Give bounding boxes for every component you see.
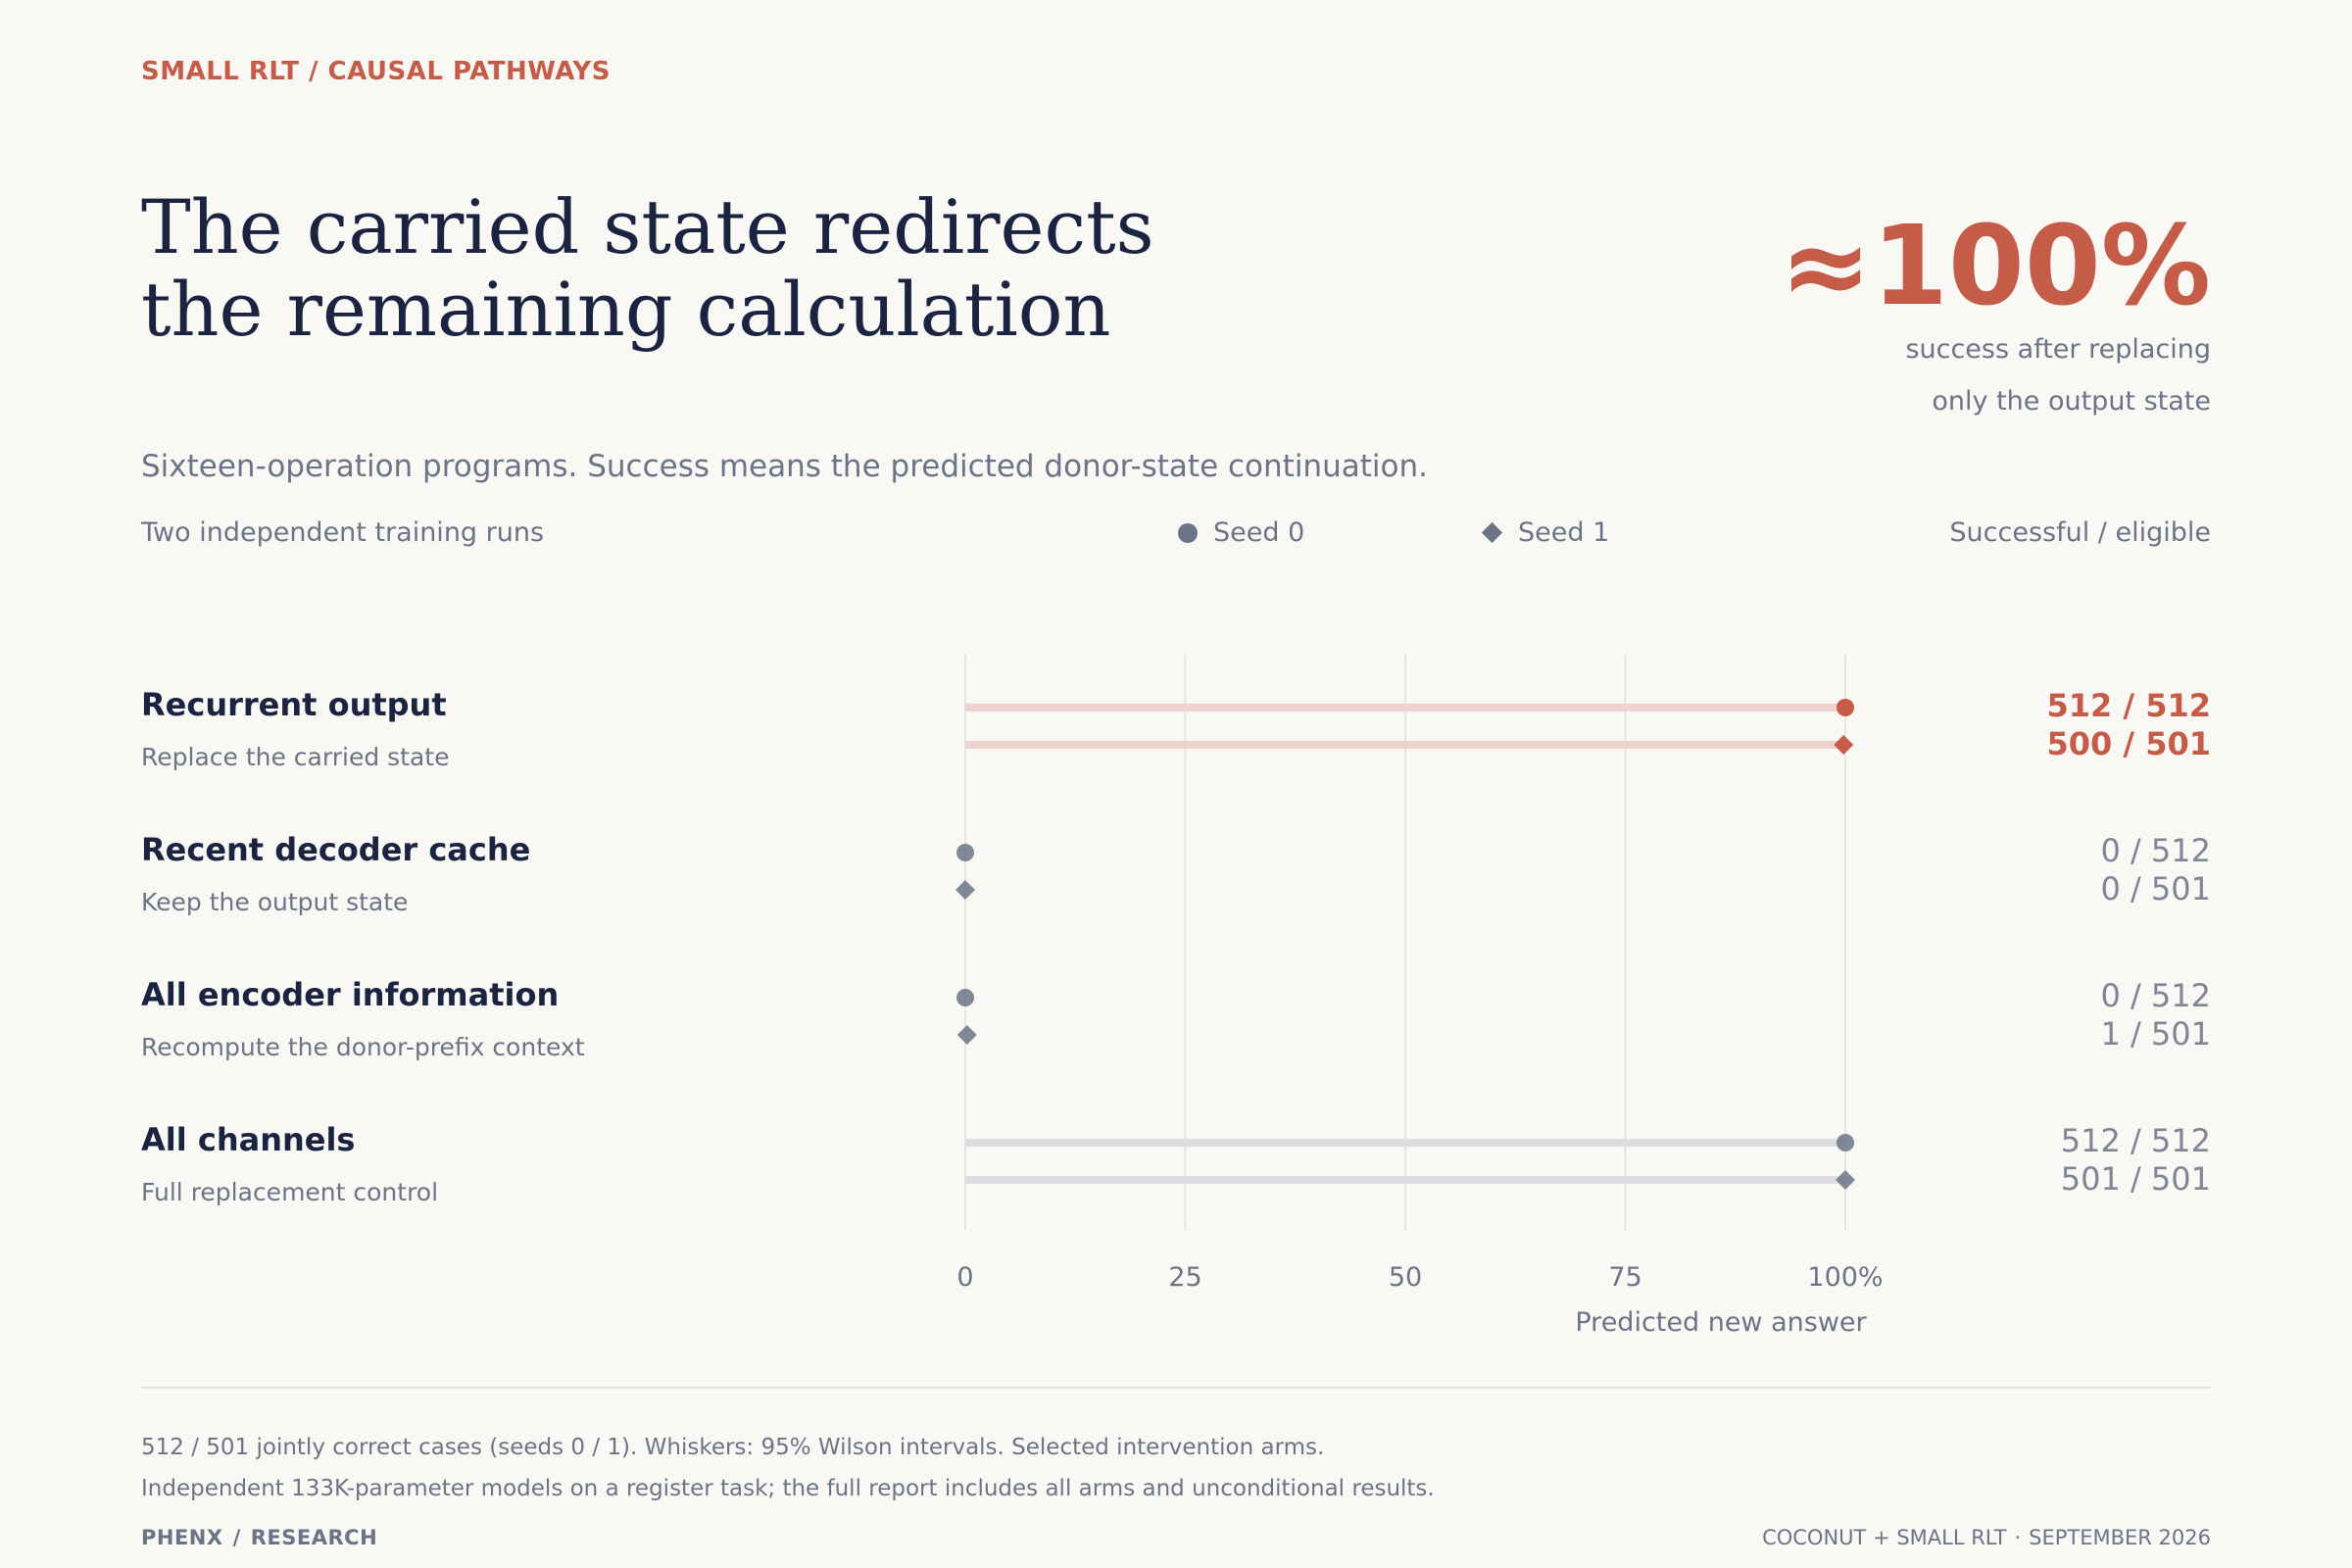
row-desc-all-encoder-information: Recompute the donor-prefix context <box>141 1033 585 1061</box>
footnote-line-1: 512 / 501 jointly correct cases (seeds 0… <box>141 1435 1325 1460</box>
edition-left: COCONUT + SMALL RLT <box>1762 1526 2007 1549</box>
headline-stat-caption: success after replacing only the output … <box>1819 323 2211 427</box>
row-name-all-channels: All channels <box>141 1121 356 1158</box>
row-desc-recent-decoder-cache: Keep the output state <box>141 888 409 916</box>
ratio-header: Successful / eligible <box>1949 517 2211 548</box>
runs-label: Two independent training runs <box>141 517 545 548</box>
row-name-all-encoder-information: All encoder information <box>141 976 560 1013</box>
title-line-2: the remaining calculation <box>141 266 1111 353</box>
ratio-recurrent-output-seed-0: 512 / 512 <box>2046 687 2211 724</box>
circle-marker-icon <box>1178 522 1198 543</box>
data-point-seed-0 <box>1837 1134 1854 1152</box>
kicker: SMALL RLT / CAUSAL PATHWAYS <box>141 57 611 86</box>
x-tick-label: 50 <box>1389 1262 1422 1293</box>
data-point-seed-0 <box>956 989 974 1006</box>
bar-layer <box>965 704 1845 1184</box>
ratio-recent-decoder-cache-seed-1: 0 / 501 <box>2100 870 2211 907</box>
tick-layer: 0 25 50 75 100% <box>956 1262 1883 1293</box>
x-tick-label: 75 <box>1608 1262 1642 1293</box>
x-axis-label: Predicted new answer <box>1575 1307 1867 1338</box>
marker-layer <box>956 699 1855 1190</box>
ratio-recurrent-output-seed-1: 500 / 501 <box>2046 725 2211 762</box>
brand-right: RESEARCH <box>250 1526 378 1549</box>
x-tick-label: 25 <box>1168 1262 1201 1293</box>
brand-separator: / <box>232 1526 241 1549</box>
edition-info: COCONUT + SMALL RLT · SEPTEMBER 2026 <box>1762 1526 2211 1549</box>
legend-seed-0-label: Seed 0 <box>1213 517 1305 548</box>
x-tick-label: 100% <box>1807 1262 1883 1293</box>
row-desc-all-channels: Full replacement control <box>141 1178 439 1206</box>
headline-stat-value: ≈100% <box>1780 203 2211 330</box>
row-name-recent-decoder-cache: Recent decoder cache <box>141 831 531 868</box>
edition-separator: · <box>2014 1526 2022 1549</box>
data-point-seed-1 <box>1836 1170 1855 1190</box>
ratio-all-channels-seed-1: 501 / 501 <box>2060 1160 2211 1198</box>
brand-mark: PHENX / RESEARCH <box>141 1526 377 1549</box>
title-line-1: The carried state redirects <box>141 183 1154 270</box>
brand-left: PHENX <box>141 1526 223 1549</box>
ratio-recent-decoder-cache-seed-0: 0 / 512 <box>2100 832 2211 869</box>
legend-seed-0: Seed 0 <box>1178 517 1304 548</box>
legend-seed-1-label: Seed 1 <box>1518 517 1610 548</box>
data-point-seed-1 <box>956 880 975 900</box>
data-point-seed-0 <box>1837 699 1854 716</box>
stat-caption-line-2: only the output state <box>1932 386 2211 416</box>
row-name-recurrent-output: Recurrent output <box>141 686 447 723</box>
data-point-seed-1 <box>956 1025 977 1045</box>
stat-caption-line-1: success after replacing <box>1905 334 2211 365</box>
data-point-seed-1 <box>1834 735 1854 755</box>
dot-chart: 0 25 50 75 100% Predicted new answer <box>956 655 1884 1338</box>
legend-seed-1: Seed 1 <box>1481 517 1610 548</box>
ratio-all-encoder-information-seed-1: 1 / 501 <box>2100 1015 2211 1053</box>
subtitle: Sixteen-operation programs. Success mean… <box>141 449 1428 484</box>
footer-divider <box>141 1387 2211 1389</box>
x-tick-label: 0 <box>956 1262 973 1293</box>
edition-right: SEPTEMBER 2026 <box>2029 1526 2211 1549</box>
ratio-all-channels-seed-0: 512 / 512 <box>2060 1122 2211 1159</box>
row-desc-recurrent-output: Replace the carried state <box>141 743 450 771</box>
ratio-all-encoder-information-seed-0: 0 / 512 <box>2100 977 2211 1014</box>
data-point-seed-0 <box>956 844 974 861</box>
footnote-line-2: Independent 133K-parameter models on a r… <box>141 1476 1435 1501</box>
page-title: The carried state redirects the remainin… <box>141 186 1415 351</box>
